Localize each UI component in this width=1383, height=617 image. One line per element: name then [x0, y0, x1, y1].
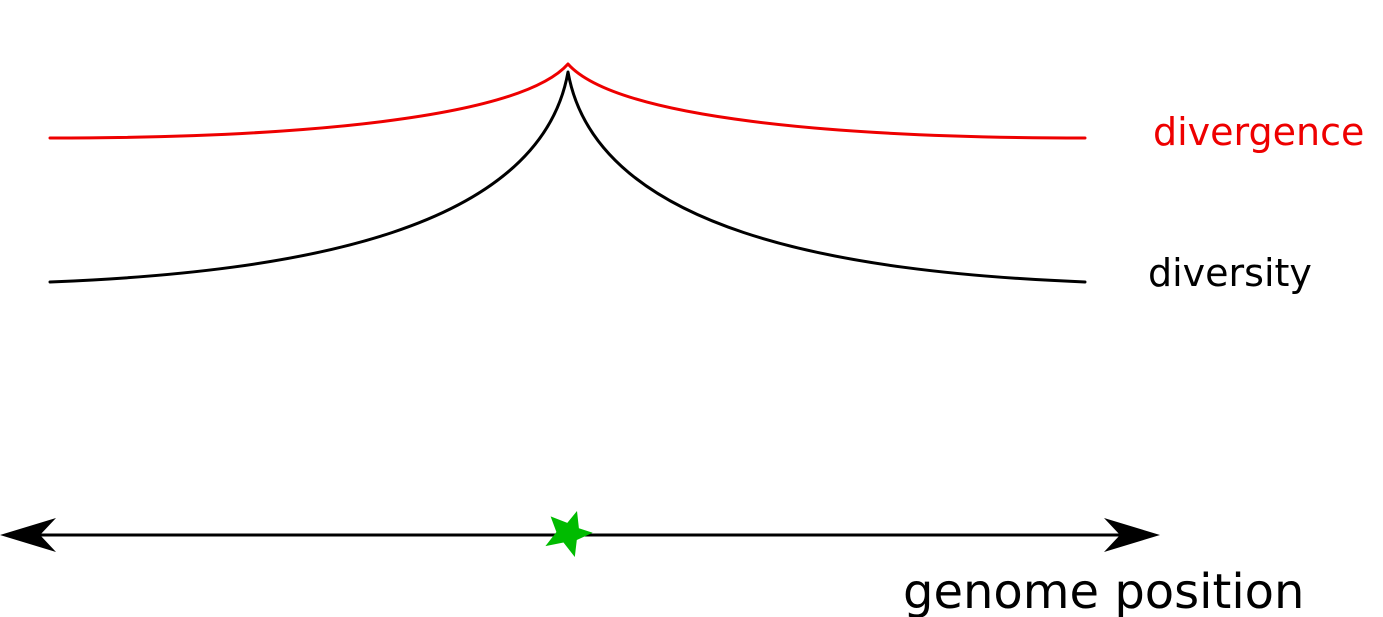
axis-label: genome position [903, 564, 1304, 617]
star-icon [545, 511, 593, 557]
diversity-curve [48, 70, 1087, 284]
divergence-label: divergence [1153, 110, 1364, 154]
divergence-curve [48, 62, 1087, 140]
left-arrowhead-icon [0, 518, 56, 552]
diversity-label: diversity [1148, 251, 1312, 295]
right-arrowhead-icon [1104, 518, 1160, 552]
